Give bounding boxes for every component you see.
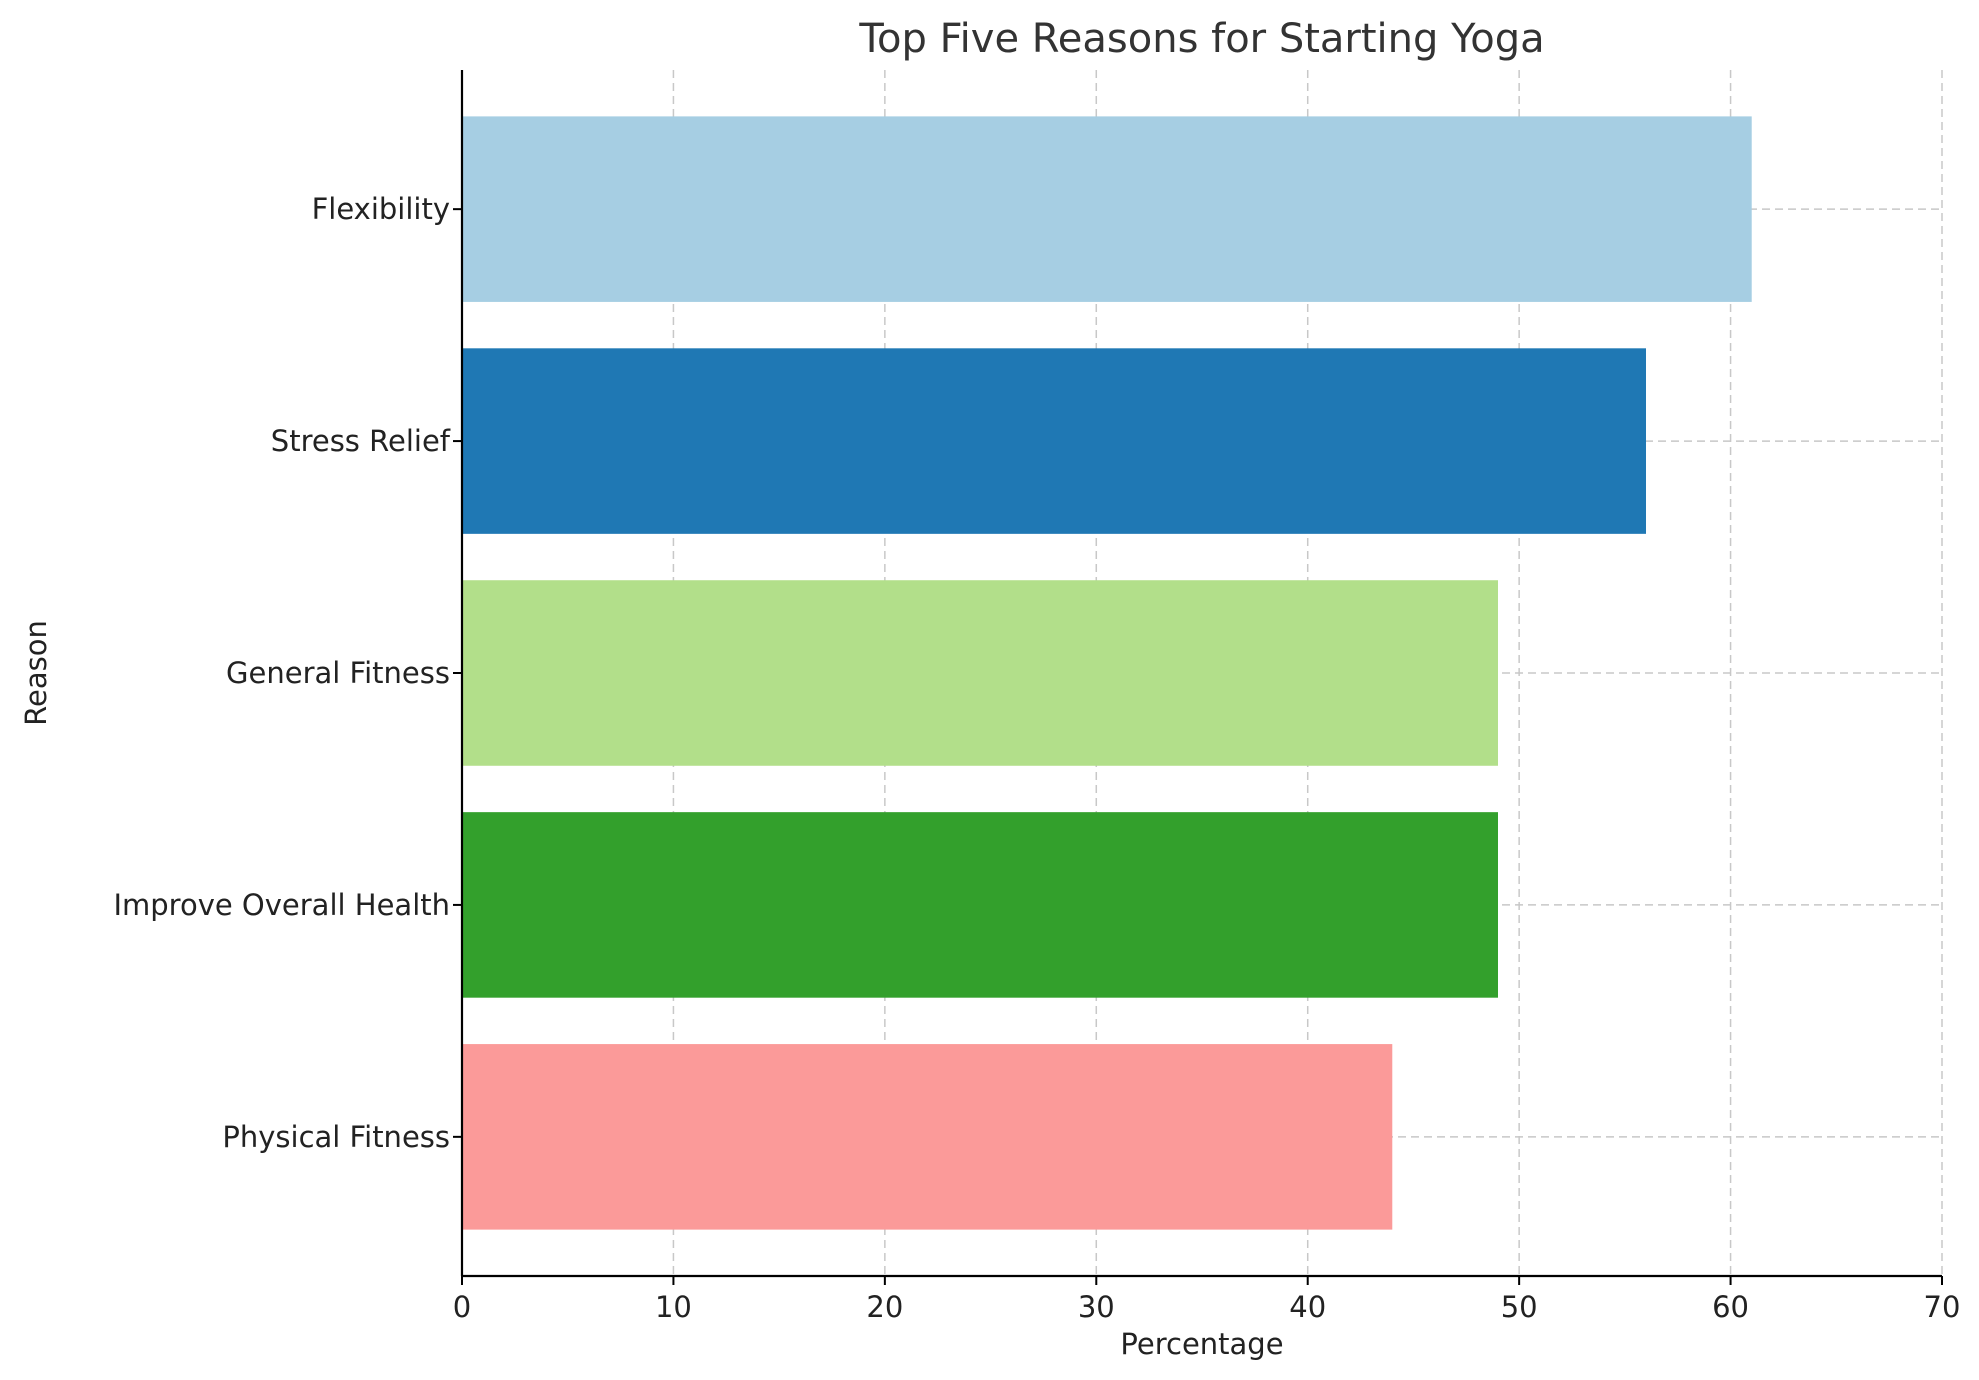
x-tick-label: 30 bbox=[1078, 1290, 1115, 1324]
y-tick-label: Physical Fitness bbox=[222, 1120, 450, 1154]
x-ticks: 0 10 20 30 40 50 60 70 bbox=[453, 1276, 1961, 1324]
x-tick-label: 60 bbox=[1712, 1290, 1749, 1324]
x-tick-label: 20 bbox=[866, 1290, 903, 1324]
y-axis-label: Reason bbox=[19, 620, 53, 726]
bar bbox=[462, 116, 1752, 302]
bar bbox=[462, 812, 1498, 998]
x-tick-label: 50 bbox=[1501, 1290, 1538, 1324]
bar bbox=[462, 348, 1646, 534]
x-tick-label: 0 bbox=[453, 1290, 471, 1324]
x-tick-label: 40 bbox=[1289, 1290, 1326, 1324]
chart-title: Top Five Reasons for Starting Yoga bbox=[858, 16, 1544, 62]
x-tick-label: 10 bbox=[655, 1290, 692, 1324]
x-tick-label: 70 bbox=[1924, 1290, 1961, 1324]
y-tick-label: Flexibility bbox=[312, 192, 450, 226]
y-tick-label: Stress Relief bbox=[271, 424, 451, 458]
y-ticks: Physical Fitness Improve Overall Health Ge… bbox=[113, 192, 462, 1154]
x-axis-label: Percentage bbox=[1120, 1327, 1283, 1361]
bars bbox=[462, 116, 1752, 1230]
bar bbox=[462, 1044, 1393, 1230]
bar bbox=[462, 580, 1498, 766]
y-tick-label: Improve Overall Health bbox=[113, 888, 450, 922]
y-tick-label: General Fitness bbox=[226, 656, 450, 690]
